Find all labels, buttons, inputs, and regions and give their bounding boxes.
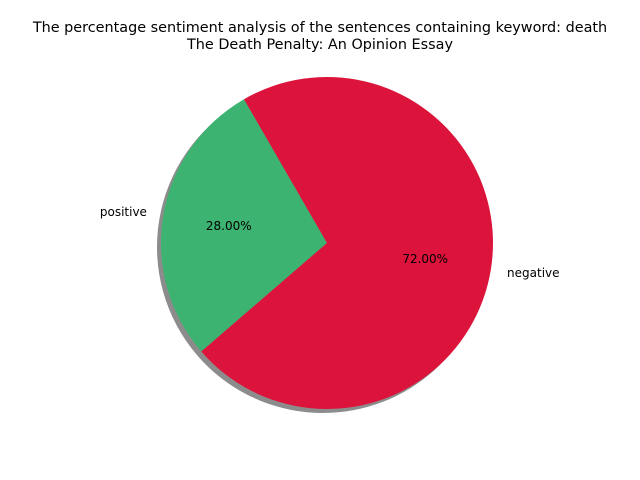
pie-slice-positive — [160, 99, 327, 352]
pie-slices — [160, 77, 493, 410]
slice-label-negative: negative — [507, 266, 559, 280]
chart-title-line-1: The percentage sentiment analysis of the… — [32, 20, 607, 36]
slice-label-positive: positive — [100, 205, 147, 219]
slice-value-negative: 72.00% — [402, 252, 448, 266]
slice-value-positive: 28.00% — [206, 219, 252, 233]
chart-title-line-2: The Death Penalty: An Opinion Essay — [186, 37, 453, 53]
pie-labels: positive 28.00% negative 72.00% — [100, 205, 560, 280]
pie-slice-negative — [201, 77, 493, 410]
